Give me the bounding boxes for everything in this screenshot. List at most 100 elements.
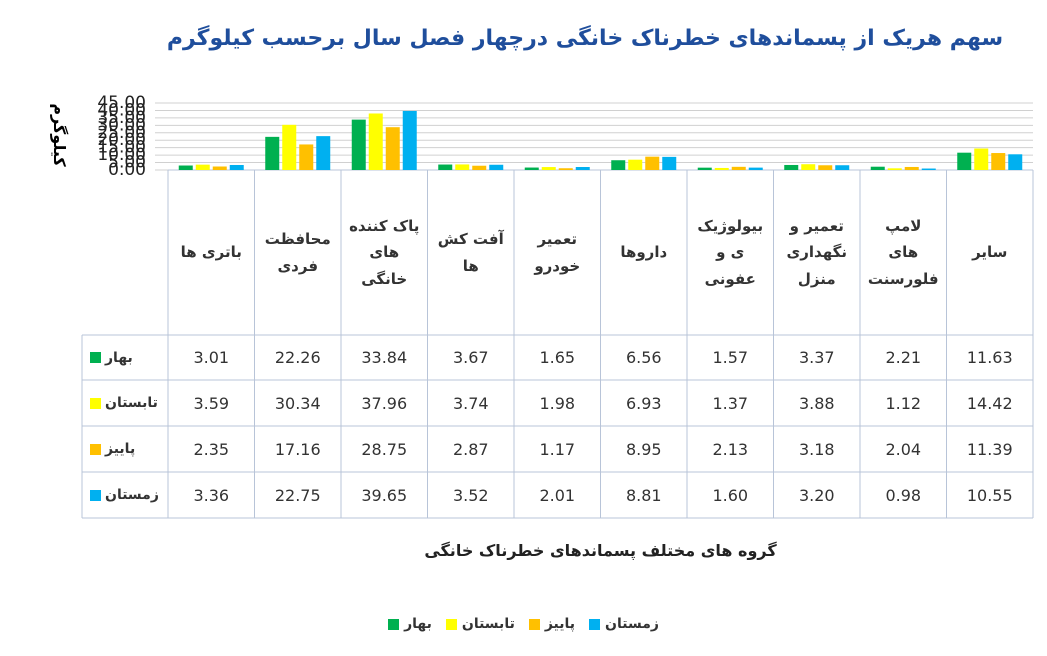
bar bbox=[282, 124, 297, 170]
bar bbox=[541, 167, 556, 170]
y-tick-label: 40.00 bbox=[97, 100, 146, 120]
table-value: 33.84 bbox=[361, 348, 408, 367]
bar bbox=[455, 164, 470, 170]
bar bbox=[887, 168, 902, 170]
bar bbox=[1008, 154, 1023, 170]
legend-key bbox=[445, 618, 457, 630]
table-value: 3.67 bbox=[452, 348, 489, 367]
table-value: 3.18 bbox=[798, 439, 835, 459]
table-value: 39.65 bbox=[361, 485, 408, 505]
legend-item: پاییز bbox=[528, 616, 575, 632]
table-value: 1.37 bbox=[712, 393, 749, 413]
table-value: 1.12 bbox=[885, 393, 922, 413]
table-value: 6.56 bbox=[625, 348, 662, 367]
table-value: 30.34 bbox=[274, 393, 321, 413]
table-value: 1.57 bbox=[712, 348, 749, 367]
series-name: زمستان bbox=[105, 487, 159, 503]
table-value: 3.36 bbox=[193, 485, 230, 505]
table-value: 1.60 bbox=[712, 485, 749, 505]
table-series: بهار bbox=[90, 335, 168, 380]
category-label: آفت کش ها bbox=[437, 230, 504, 275]
x-axis-label: گروه های مختلف پسماندهای خطرناک خانگی bbox=[424, 540, 777, 560]
bar bbox=[921, 168, 936, 170]
category-label: سایر bbox=[972, 243, 1008, 262]
table-series: پاییز bbox=[90, 426, 168, 472]
series-name: تابستان bbox=[461, 616, 515, 632]
bar bbox=[402, 110, 417, 170]
bar bbox=[974, 148, 989, 170]
bar bbox=[748, 167, 763, 170]
table-value: 11.39 bbox=[966, 439, 1013, 459]
bar bbox=[195, 164, 210, 170]
category-label: محافظت فردی bbox=[264, 230, 331, 275]
table-value: 3.59 bbox=[193, 393, 230, 413]
table-value: 3.37 bbox=[798, 348, 835, 367]
table-value: 2.01 bbox=[539, 485, 576, 505]
bar bbox=[178, 165, 193, 170]
bar bbox=[558, 168, 573, 170]
table-value: 8.81 bbox=[625, 485, 662, 505]
y-tick-label: 45.00 bbox=[97, 93, 146, 113]
table-value: 3.74 bbox=[452, 393, 489, 413]
chart-title: سهم هریک از پسماندهای خطرناک خانگی درچها… bbox=[166, 25, 1004, 51]
table-value: 17.16 bbox=[274, 439, 321, 459]
table-value: 1.65 bbox=[539, 348, 576, 367]
bar bbox=[628, 159, 643, 170]
bar bbox=[714, 167, 729, 170]
table-value: 14.42 bbox=[966, 393, 1013, 413]
y-tick-label: 25.00 bbox=[97, 123, 146, 143]
series-name: بهار bbox=[105, 349, 133, 366]
table-value: 1.17 bbox=[539, 439, 576, 459]
y-tick-label: 35.00 bbox=[97, 108, 146, 128]
legend-key bbox=[528, 618, 540, 630]
legend: بهار تابستان پاییز زمستان bbox=[0, 616, 1047, 632]
bar bbox=[316, 136, 331, 170]
category-label: تعمیر و نگهداری منزل bbox=[786, 217, 847, 288]
bar bbox=[472, 165, 487, 170]
y-tick-label: 30.00 bbox=[97, 115, 146, 135]
bar bbox=[991, 153, 1006, 170]
legend-item: بهار bbox=[388, 616, 432, 632]
bar bbox=[438, 164, 453, 170]
legend-key bbox=[90, 352, 101, 363]
category-label: لامپ های فلورسنت bbox=[867, 217, 939, 288]
table-value: 22.26 bbox=[274, 348, 321, 367]
legend-key bbox=[589, 618, 601, 630]
category-label: باتری ها bbox=[180, 243, 242, 262]
bar bbox=[385, 127, 400, 170]
bar bbox=[611, 160, 626, 170]
bar bbox=[212, 166, 227, 170]
bar bbox=[904, 166, 919, 170]
bar bbox=[489, 164, 504, 170]
legend-key bbox=[388, 618, 400, 630]
series-name: زمستان bbox=[605, 616, 659, 632]
bar bbox=[870, 166, 885, 170]
table-value: 3.20 bbox=[798, 485, 835, 505]
bar bbox=[575, 167, 590, 170]
table-value: 8.95 bbox=[625, 439, 662, 459]
bar bbox=[229, 164, 244, 170]
series-name: تابستان bbox=[105, 395, 158, 411]
table-value: 3.88 bbox=[798, 393, 835, 413]
table-value: 37.96 bbox=[361, 393, 408, 413]
bar bbox=[645, 156, 660, 170]
bar bbox=[368, 113, 383, 170]
bar bbox=[731, 166, 746, 170]
table-value: 2.21 bbox=[885, 348, 922, 367]
legend-key bbox=[90, 489, 101, 501]
category-label: بیولوژیک ی و عفونی bbox=[697, 217, 764, 288]
table-value: 2.04 bbox=[885, 439, 922, 459]
series-name: بهار bbox=[404, 616, 432, 632]
legend-item: زمستان bbox=[589, 616, 659, 632]
table-value: 3.01 bbox=[193, 348, 230, 367]
bar bbox=[662, 156, 677, 170]
series-name: پاییز bbox=[105, 441, 136, 457]
bar bbox=[957, 152, 972, 170]
table-value: 28.75 bbox=[361, 439, 408, 459]
legend-key bbox=[90, 443, 101, 455]
table-series: زمستان bbox=[90, 472, 168, 518]
y-tick-label: 20.00 bbox=[97, 130, 146, 150]
table-value: 2.13 bbox=[712, 439, 749, 459]
bar bbox=[299, 144, 314, 170]
